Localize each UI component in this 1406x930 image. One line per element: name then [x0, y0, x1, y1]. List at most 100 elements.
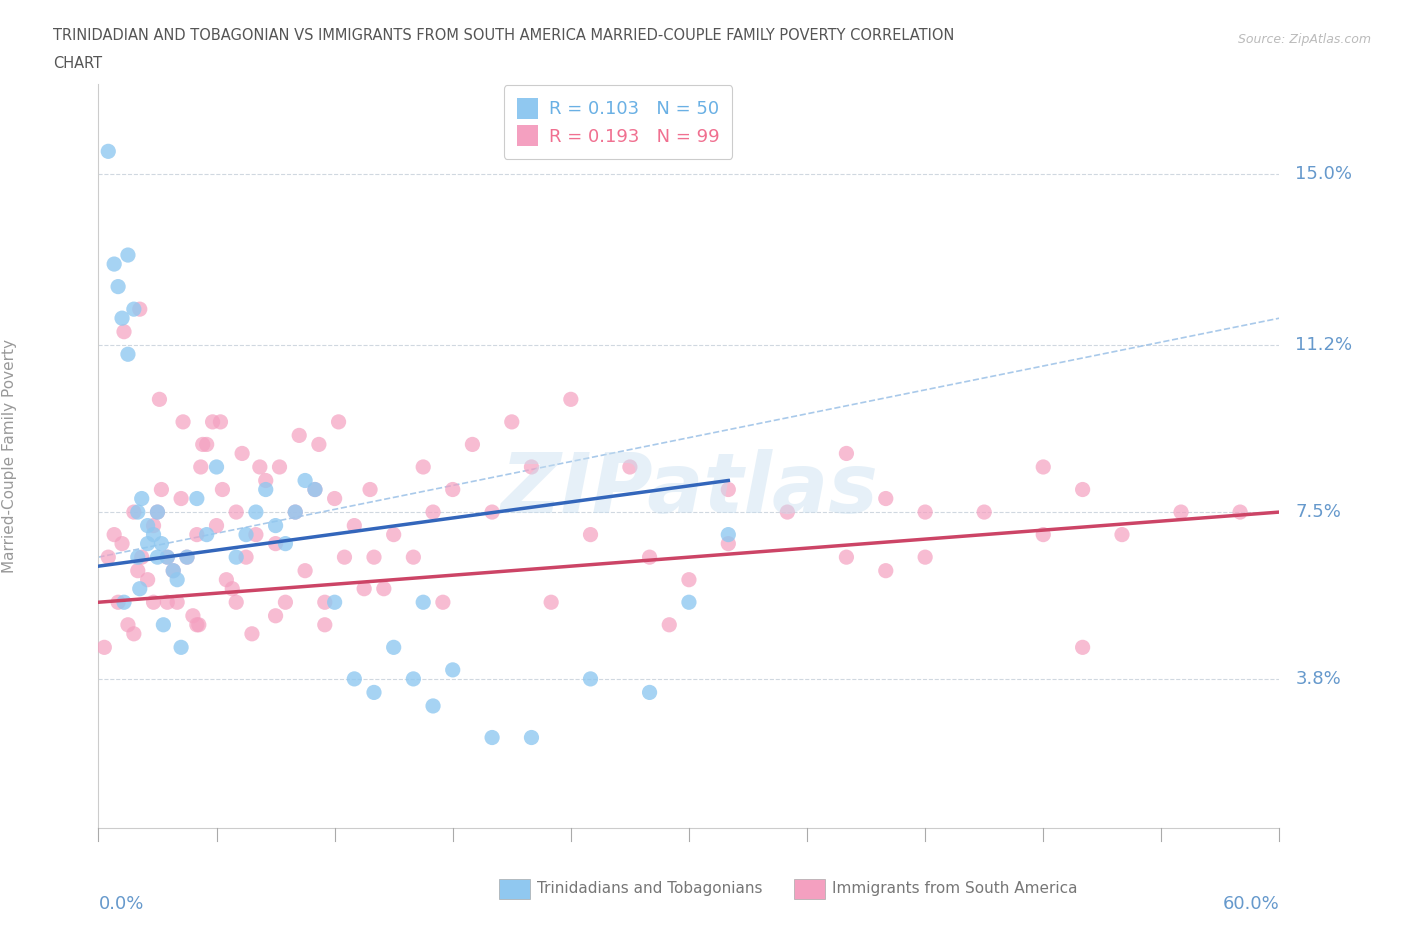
Point: [914, 505, 936, 520]
Point: [111, 537, 134, 551]
Point: [304, 482, 326, 497]
Point: [776, 505, 799, 520]
Point: [235, 527, 257, 542]
Point: [152, 618, 174, 632]
Point: [274, 595, 297, 610]
Point: [240, 627, 263, 642]
Point: [127, 564, 149, 578]
Point: [136, 537, 159, 551]
Point: [181, 608, 204, 623]
Point: [914, 550, 936, 565]
Text: Immigrants from South America: Immigrants from South America: [832, 881, 1078, 896]
Point: [150, 537, 173, 551]
Point: [186, 527, 208, 542]
Point: [323, 595, 346, 610]
Text: Married-Couple Family Poverty: Married-Couple Family Poverty: [3, 339, 17, 573]
Point: [294, 473, 316, 488]
Point: [156, 550, 179, 565]
Text: 15.0%: 15.0%: [1295, 165, 1353, 183]
Point: [156, 550, 179, 565]
Point: [579, 527, 602, 542]
Point: [195, 527, 218, 542]
Point: [97, 144, 120, 159]
Point: [127, 550, 149, 565]
Point: [128, 301, 150, 316]
Point: [520, 459, 543, 474]
Point: [432, 595, 454, 610]
Point: [112, 325, 135, 339]
Point: [658, 618, 681, 632]
Point: [678, 572, 700, 587]
Point: [359, 482, 381, 497]
Point: [328, 415, 350, 430]
Point: [264, 518, 287, 533]
Point: [481, 505, 503, 520]
Point: [205, 459, 228, 474]
Text: 11.2%: 11.2%: [1295, 337, 1353, 354]
Point: [973, 505, 995, 520]
Point: [235, 550, 257, 565]
Point: [1170, 505, 1192, 520]
Point: [166, 572, 188, 587]
Point: [333, 550, 356, 565]
Point: [1071, 482, 1094, 497]
Point: [264, 608, 287, 623]
Point: [225, 505, 247, 520]
Point: [717, 537, 740, 551]
Point: [288, 428, 311, 443]
Point: [343, 518, 366, 533]
Point: [205, 518, 228, 533]
Text: 60.0%: 60.0%: [1223, 896, 1279, 913]
Point: [190, 459, 212, 474]
Point: [249, 459, 271, 474]
Text: 0.0%: 0.0%: [98, 896, 143, 913]
Point: [875, 564, 897, 578]
Point: [284, 505, 307, 520]
Point: [107, 595, 129, 610]
Point: [678, 595, 700, 610]
Point: [162, 564, 184, 578]
Point: [382, 527, 405, 542]
Point: [540, 595, 562, 610]
Point: [284, 505, 307, 520]
Point: [186, 618, 208, 632]
Point: [875, 491, 897, 506]
Point: [1032, 527, 1054, 542]
Point: [638, 685, 661, 700]
Point: [1229, 505, 1251, 520]
Point: [186, 491, 208, 506]
Point: [481, 730, 503, 745]
Point: [176, 550, 198, 565]
Point: [231, 446, 253, 461]
Point: [402, 671, 425, 686]
Point: [274, 537, 297, 551]
Point: [195, 437, 218, 452]
Point: [422, 505, 444, 520]
Text: Source: ZipAtlas.com: Source: ZipAtlas.com: [1237, 33, 1371, 46]
Point: [117, 247, 139, 262]
Point: [146, 550, 169, 565]
Point: [215, 572, 238, 587]
Point: [156, 595, 179, 610]
Point: [254, 482, 277, 497]
Point: [136, 518, 159, 533]
Point: [103, 257, 125, 272]
Point: [835, 446, 858, 461]
Point: [191, 437, 214, 452]
Point: [142, 527, 165, 542]
Point: [131, 491, 153, 506]
Point: [148, 392, 170, 406]
Point: [209, 415, 232, 430]
Point: [373, 581, 395, 596]
Point: [579, 671, 602, 686]
Point: [619, 459, 641, 474]
Text: TRINIDADIAN AND TOBAGONIAN VS IMMIGRANTS FROM SOUTH AMERICA MARRIED-COUPLE FAMIL: TRINIDADIAN AND TOBAGONIAN VS IMMIGRANTS…: [53, 28, 955, 43]
Point: [717, 482, 740, 497]
Point: [1111, 527, 1133, 542]
Text: Trinidadians and Tobagonians: Trinidadians and Tobagonians: [537, 881, 762, 896]
Point: [245, 527, 267, 542]
Point: [111, 311, 134, 325]
Point: [172, 415, 194, 430]
Point: [127, 505, 149, 520]
Point: [264, 537, 287, 551]
